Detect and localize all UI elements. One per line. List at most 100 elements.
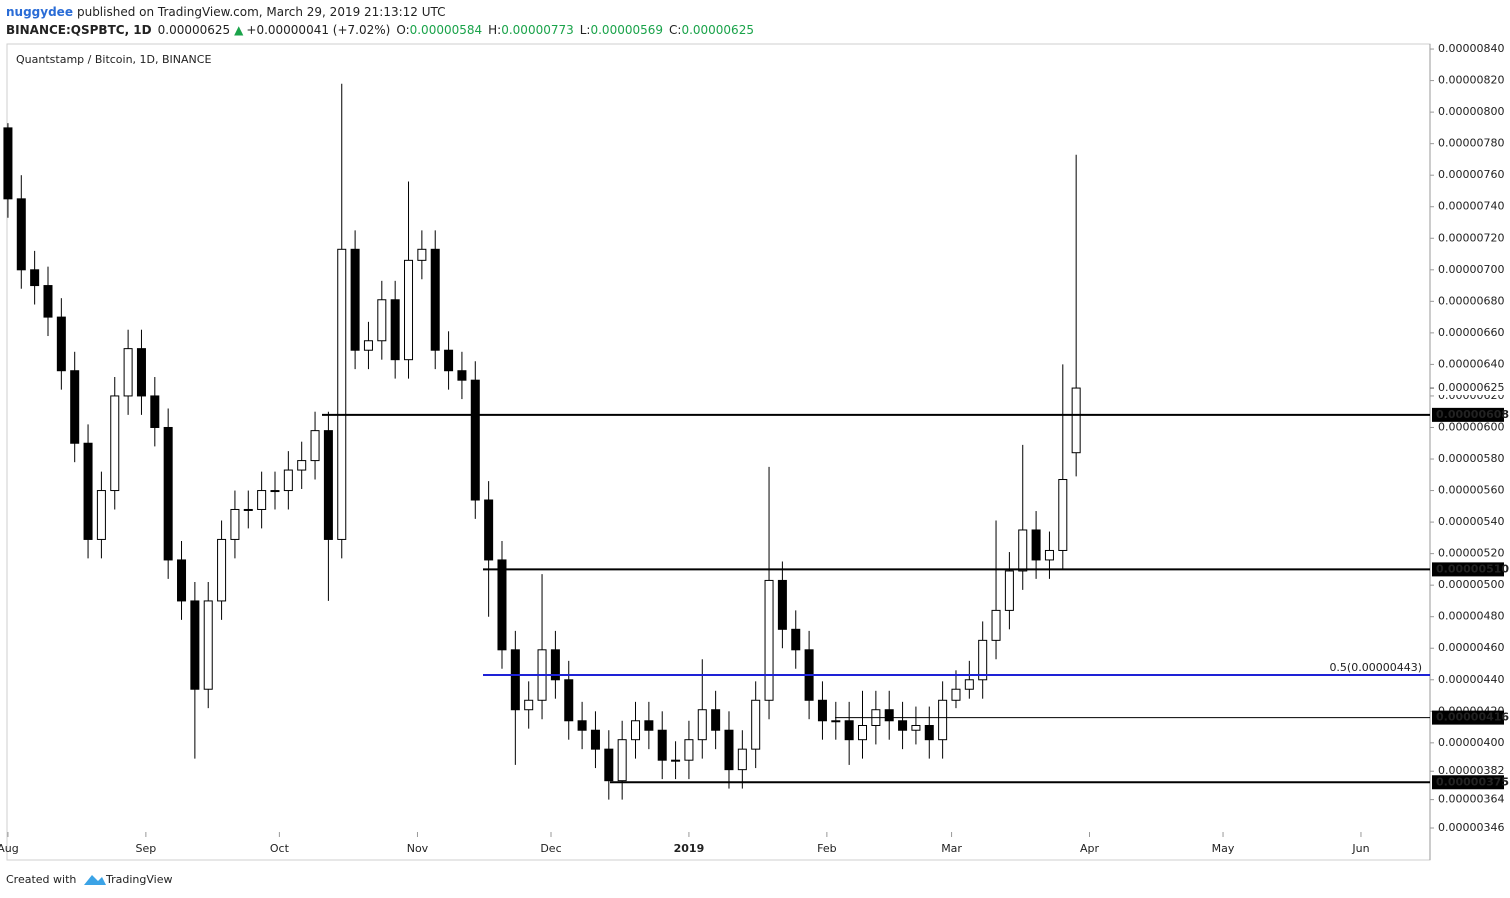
candle-body [1004,570,1014,611]
candle-body [684,739,694,761]
ticks: 0.00000840 0.00000820 0.00000800 0.00000780… [0,42,1504,855]
candle-body [550,649,560,681]
y-tick-label: 0.00000700 [1438,263,1504,276]
candle-body [150,395,160,428]
x-tick-label: Mar [941,842,962,855]
y-tick-label: 0.00000800 [1438,105,1504,118]
ohlc-value: 0.00000773 [501,23,574,37]
candle-body [884,709,894,722]
x-tick-label: Oct [270,842,290,855]
x-tick-label: Sep [136,842,157,855]
candle-body [70,370,80,444]
brand[interactable]: TradingView [105,873,172,886]
author[interactable]: nuggydee [6,5,73,19]
candle-body [43,285,53,318]
candle-body [577,720,587,731]
candle-body [617,739,627,782]
candle-body [631,720,641,741]
candle-body [457,370,467,381]
candle-body [136,348,146,397]
candle-body [257,490,267,510]
ohlc-key: O: [396,23,409,37]
x-tick-label: Aug [0,842,19,855]
y-tick-label: 0.00000346 [1438,821,1504,834]
candle-body [791,628,801,651]
symbol: BINANCE:QSPBTC, 1D [6,23,152,37]
ohlc-key: H: [488,23,501,37]
candle-body [724,729,734,771]
y-tick-label: 0.00000580 [1438,452,1504,465]
overlay: 0.00000608 0.00000510 0.00000416 0.00000375… [322,381,1509,790]
y-tick-label: 0.00000760 [1438,168,1504,181]
candle-body [230,508,240,540]
candle-body [1031,529,1041,561]
candle-body [1044,549,1054,561]
chart-title: Quantstamp / Bitcoin, 1D, BINANCE [16,53,211,66]
candle-body [377,299,387,342]
y-tick-label: 0.00000400 [1438,736,1504,749]
candle-body [283,469,293,492]
candle-body [777,579,787,630]
publish-line: nuggydee published on TradingView.com, Ma… [6,5,446,19]
y-tick-label: 0.00000460 [1438,641,1504,654]
candle-body [497,559,507,651]
level-label: 0.00000416 [1436,711,1509,724]
y-tick-label: 0.00000840 [1438,42,1504,55]
y-tick-label: 0.00000780 [1438,137,1504,150]
level-box [1432,562,1504,577]
x-tick-label: Nov [407,842,429,855]
candle-body [898,720,908,731]
ohlc: O:0.00000584 H:0.00000773 L:0.00000569 C:0.… [396,23,754,37]
candle-body [30,269,40,287]
y-tick-label: 0.00000600 [1438,420,1504,433]
candle-body [697,709,707,741]
footer-text: Created with [6,873,76,886]
x-tick-label: Dec [540,842,561,855]
candle-body [297,460,307,471]
ohlc-value: 0.00000584 [410,23,483,37]
ohlc-value: 0.00000569 [590,23,663,37]
candle-body [978,639,988,681]
candle-body [323,430,333,540]
candle-body [911,724,921,731]
y-tick-label: 0.00000560 [1438,484,1504,497]
y-tick-label: 0.00000740 [1438,200,1504,213]
change: +0.00000041 (+7.02%) [246,23,390,37]
candle-body [711,709,721,731]
candle-body [390,299,400,361]
x-tick-label: Jun [1351,842,1369,855]
y-tick-label: 0.00000500 [1438,578,1504,591]
candle-body [203,600,213,690]
quote-line: BINANCE:QSPBTC, 1D 0.00000625 ▲ +0.00000041… [6,23,754,37]
candle-body [337,248,347,540]
candle-body [243,508,253,511]
arrow: ▲ [234,23,244,37]
y-tick-label: 0.00000540 [1438,515,1504,528]
candle-body [938,699,948,741]
x-tick-label: Apr [1080,842,1100,855]
candle-body [110,395,120,492]
candle-body [1018,529,1028,572]
candle-body [510,649,520,711]
candle-body [924,724,934,741]
y-tick-label: 0.00000680 [1438,294,1504,307]
candle-body [177,559,187,602]
last-price-label: 0.00000625 [1438,381,1504,394]
level-label: 0.00000608 [1436,408,1509,421]
candle-body [844,720,854,741]
level-label: 0.00000375 [1436,775,1509,788]
candle-body [350,248,360,351]
candle-body [564,679,574,722]
candle-body [644,720,654,731]
candle-body [991,609,1001,641]
ohlc-key: C: [669,23,681,37]
level-label: 0.00000510 [1436,562,1509,575]
candle-body [430,248,440,351]
candle-body [524,699,534,711]
candle-body [831,720,841,723]
candle-body [951,688,961,701]
candle-body [190,600,200,690]
candle-body [484,499,494,561]
candle-body [310,430,320,462]
candle-body [16,198,26,271]
